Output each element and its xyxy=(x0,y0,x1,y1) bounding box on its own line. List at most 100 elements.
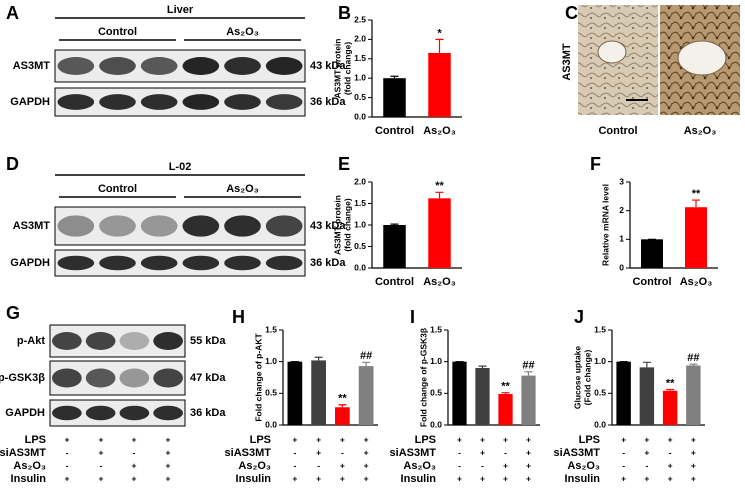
blot-title: Liver xyxy=(167,4,194,16)
blot-band xyxy=(153,405,183,421)
condition-sign: + xyxy=(644,434,649,444)
condition-sign: + xyxy=(621,473,626,483)
blot-band xyxy=(57,215,95,237)
panel-letter: J xyxy=(574,307,584,327)
bar xyxy=(521,375,536,425)
blot-band xyxy=(52,368,82,388)
group-label: As₂O₃ xyxy=(226,26,259,38)
blot-band xyxy=(153,368,183,388)
condition-label: LPS xyxy=(250,434,271,446)
condition-label: As₂O₃ xyxy=(238,460,271,472)
y-tick-label: 0.5 xyxy=(265,388,277,398)
condition-sign: + xyxy=(668,460,673,470)
error-bar xyxy=(390,223,399,225)
blot-band xyxy=(140,94,178,110)
condition-sign: + xyxy=(621,434,626,444)
condition-label: siAS3MT xyxy=(390,447,437,459)
y-tick-label: 1.0 xyxy=(354,219,366,229)
x-tick-label: Control xyxy=(375,276,414,288)
condition-sign: + xyxy=(166,447,171,457)
y-tick-label: 0.0 xyxy=(594,419,606,429)
error-bar xyxy=(362,361,371,367)
condition-sign: + xyxy=(526,473,531,483)
error-bar xyxy=(314,356,323,361)
condition-sign: + xyxy=(457,434,462,444)
condition-sign: + xyxy=(99,447,104,457)
x-tick-label: Control xyxy=(375,125,414,137)
condition-sign: + xyxy=(99,434,104,444)
y-tick-label: 1.0 xyxy=(594,356,606,366)
panel-letter: D xyxy=(6,154,19,174)
y-tick-label: 0 xyxy=(619,262,624,272)
significance: ** xyxy=(435,180,444,192)
bar xyxy=(639,367,655,425)
y-tick-label: 0.5 xyxy=(354,241,366,251)
blot-strip xyxy=(54,206,306,246)
blot-band xyxy=(140,255,178,271)
condition-sign: - xyxy=(458,460,461,470)
significance: ## xyxy=(360,350,372,362)
bar xyxy=(358,366,374,425)
x-tick-label: As₂O₃ xyxy=(423,125,456,137)
condition-sign: + xyxy=(503,434,508,444)
bar xyxy=(428,198,451,268)
y-tick-label: 0.5 xyxy=(594,388,606,398)
y-axis-label: AS3MT protein xyxy=(332,195,342,255)
blot-band xyxy=(224,215,261,237)
condition-sign: + xyxy=(166,473,171,483)
condition-label: LPS xyxy=(579,434,600,446)
blot-title: L-02 xyxy=(169,161,192,173)
significance: ** xyxy=(501,381,510,393)
condition-sign: - xyxy=(341,447,344,457)
y-axis-label: (Fold change) xyxy=(582,349,592,405)
image-ylabel: AS3MT xyxy=(561,43,573,81)
significance: ## xyxy=(522,360,534,372)
error-bar xyxy=(501,392,510,394)
bar xyxy=(685,207,707,268)
panel-letter: C xyxy=(565,3,578,23)
condition-sign: + xyxy=(480,473,485,483)
vessel xyxy=(597,40,627,64)
y-tick-label: 2.0 xyxy=(354,176,366,186)
condition-sign: - xyxy=(293,460,296,470)
y-tick-label: 0.0 xyxy=(265,419,277,429)
blot-band xyxy=(57,94,95,110)
condition-sign: + xyxy=(480,434,485,444)
condition-sign: - xyxy=(622,447,625,457)
panel-letter: I xyxy=(410,307,415,327)
condition-sign: - xyxy=(66,447,69,457)
condition-sign: + xyxy=(480,447,485,457)
condition-sign: + xyxy=(364,460,369,470)
condition-sign: + xyxy=(691,447,696,457)
size-label: 55 kDa xyxy=(190,335,226,347)
blot-band xyxy=(182,94,220,110)
condition-sign: + xyxy=(526,434,531,444)
condition-sign: - xyxy=(622,460,625,470)
y-tick-label: 2.0 xyxy=(354,34,366,44)
panel-letter: E xyxy=(338,154,350,174)
y-tick-label: 2.5 xyxy=(354,14,366,24)
panel-letter: F xyxy=(590,154,601,174)
blot-band xyxy=(119,405,150,421)
condition-sign: + xyxy=(364,473,369,483)
significance: ## xyxy=(687,352,699,364)
error-bar xyxy=(435,191,444,199)
condition-sign: + xyxy=(99,473,104,483)
y-axis-label: Relative mRNA level xyxy=(600,184,610,266)
vessel xyxy=(677,40,727,76)
bar xyxy=(686,365,701,425)
error-bar xyxy=(524,371,533,376)
condition-sign: - xyxy=(504,447,507,457)
condition-sign: + xyxy=(526,460,531,470)
blot-band xyxy=(265,57,303,75)
blot-band xyxy=(140,215,178,237)
y-axis-label: Glucose uptake xyxy=(572,346,582,410)
condition-label: As₂O₃ xyxy=(567,460,600,472)
y-tick-label: 0.0 xyxy=(430,419,442,429)
error-bar xyxy=(692,199,700,208)
size-label: 36 kDa xyxy=(190,407,226,419)
blot-band xyxy=(57,57,95,75)
image-label: Control xyxy=(598,125,637,137)
condition-sign: + xyxy=(316,447,321,457)
